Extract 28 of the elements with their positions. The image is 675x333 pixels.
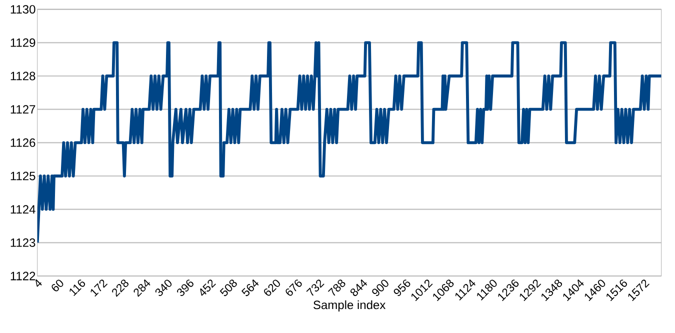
y-tick-label: 1123 [10,238,36,247]
y-tick-label: 1124 [10,205,36,214]
x-tick-label: 340 [155,280,172,296]
x-tick-label: 228 [112,280,128,297]
x-axis-title: Sample index [314,300,386,312]
x-tick-label: 900 [372,280,388,296]
x-tick-label: 508 [220,280,237,296]
y-tick-label: 1122 [10,272,36,280]
x-tick-label: 284 [134,279,150,297]
x-tick-label: 676 [286,280,302,296]
x-tick-label: 844 [350,279,368,296]
x-tick-label: 4 [36,279,42,287]
y-tick-label: 1125 [10,172,36,180]
x-tick-label: 732 [306,280,324,296]
x-tick-label: 60 [52,280,64,292]
y-tick-label: 1130 [10,5,36,14]
x-tick-label: 452 [200,280,216,296]
y-tick-label: 1127 [10,105,36,114]
x-tick-label: 396 [177,280,194,296]
x-tick-label: 788 [328,280,346,296]
x-tick-label: 116 [70,280,86,296]
x-tick-label: 620 [264,280,280,296]
y-tick-label: 1128 [10,72,36,80]
x-tick-label: 956 [394,280,410,296]
y-tick-label: 1129 [10,38,36,47]
x-tick-label: 172 [90,280,108,297]
y-tick-label: 1126 [10,138,36,147]
x-tick-label: 564 [241,279,259,296]
